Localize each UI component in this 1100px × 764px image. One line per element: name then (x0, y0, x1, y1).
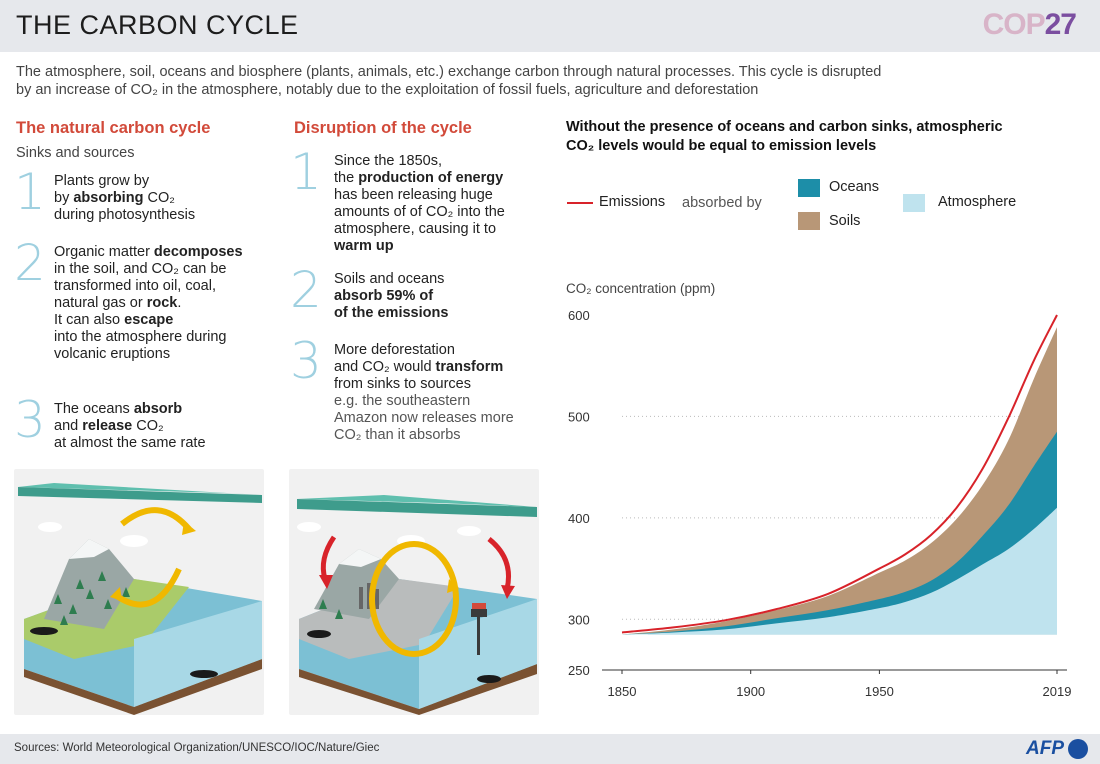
cop27-logo: COP27 (982, 8, 1077, 42)
y-tick-label-600: 600 (568, 308, 590, 323)
footer-bar: Sources: World Meteorological Organizati… (0, 734, 1100, 764)
natural-cycle-heading: The natural carbon cycle (16, 119, 211, 137)
x-tick-label-2019: 2019 (1043, 684, 1072, 699)
x-tick-label-1950: 1950 (865, 684, 894, 699)
natural-step-1-text: Plants grow by by absorbing CO₂ during pho… (54, 173, 196, 223)
area-soils (622, 327, 1057, 635)
disruption-heading: Disruption of the cycle (294, 119, 472, 137)
legend-absorbed-by-text: absorbed by (682, 195, 762, 211)
natural-cycle-illustration-graphic (18, 483, 262, 715)
legend-emissions-swatch (567, 202, 593, 204)
natural-step-3-text: The oceans absorb and release CO₂ at almos… (54, 401, 206, 451)
natural-step-1-number: 1 (14, 163, 46, 221)
intro-text: The atmosphere, soil, oceans and biosphe… (16, 63, 976, 99)
chart-title-line-2: CO₂ levels would be equal to emission le… (566, 138, 877, 154)
disruption-illustration (289, 469, 539, 715)
header-bar: THE CARBON CYCLE COP27 (0, 0, 1100, 52)
page-title: THE CARBON CYCLE (16, 10, 299, 40)
line-emissions (621, 314, 1058, 634)
disruption-step-3-number: 3 (290, 332, 322, 390)
disruption-step-2-text: Soils and oceans absorb 59% of of the emis… (334, 271, 449, 321)
disruption-step-3-text: More deforestation and CO₂ would transfor… (334, 342, 514, 443)
natural-cycle-illustration (14, 469, 264, 715)
co2-chart: 250 300 400 500 600 1850 1900 1950 2019 (568, 308, 1072, 699)
y-tick-label-400: 400 (568, 511, 590, 526)
legend-absorbed-by: absorbed by (682, 195, 762, 211)
y-tick-label-250: 250 (568, 663, 590, 678)
sources-text: Sources: World Meteorological Organizati… (14, 742, 380, 754)
legend-soils-swatch (798, 212, 820, 230)
natural-step-3-number: 3 (14, 391, 46, 449)
x-tick-label-1900: 1900 (736, 684, 765, 699)
y-tick-label-500: 500 (568, 409, 590, 424)
afp-logo: AFP (1026, 738, 1064, 759)
chart-y-axis-label: CO₂ concentration (ppm) (566, 281, 716, 296)
natural-step-2-text: Organic matter decomposes in the soil, an… (54, 244, 243, 362)
intro-line-2: by an increase of CO₂ in the atmosphere,… (16, 82, 759, 98)
disruption-step-1-number: 1 (290, 143, 322, 201)
legend-atmosphere: Atmosphere (938, 194, 1017, 210)
legend-emissions: Emissions (599, 194, 666, 210)
cop27-logo-part2: 27 (1044, 8, 1077, 41)
chart-title-line-1: Without the presence of oceans and carbo… (566, 119, 1003, 135)
intro-line-1: The atmosphere, soil, oceans and biosphe… (16, 64, 882, 80)
legend-soils: Soils (829, 213, 861, 229)
natural-cycle-subheading: Sinks and sources (16, 145, 135, 161)
cop27-logo-part1: COP (982, 8, 1046, 41)
legend-oceans-swatch (798, 179, 820, 197)
x-tick-label-1850: 1850 (608, 684, 637, 699)
chart-title: Without the presence of oceans and carbo… (566, 118, 1086, 156)
legend-oceans: Oceans (829, 179, 879, 195)
natural-step-2-number: 2 (14, 234, 46, 292)
y-tick-label-300: 300 (568, 612, 590, 627)
disruption-step-1-text: Since the 1850s, the production of energy… (334, 153, 505, 254)
area-oceans (622, 431, 1057, 635)
area-atmosphere (622, 507, 1057, 635)
disruption-step-2-number: 2 (290, 261, 322, 319)
disruption-illustration-graphic (297, 495, 537, 715)
afp-logo-dot (1068, 739, 1088, 759)
legend-atmosphere-swatch (903, 194, 925, 212)
